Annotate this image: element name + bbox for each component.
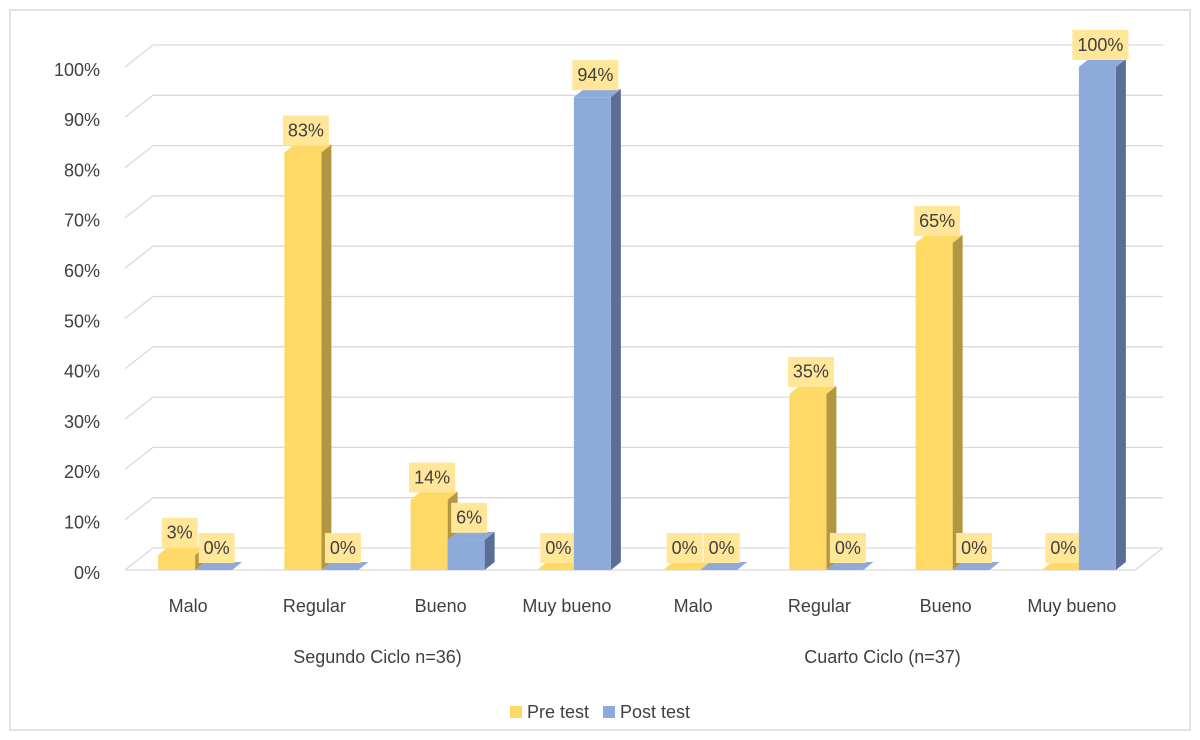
bar (284, 152, 322, 570)
bar-top (447, 531, 495, 540)
grid-line (124, 245, 1163, 269)
data-label-background (198, 533, 235, 563)
bar-side (826, 385, 837, 570)
legend-swatch (510, 706, 522, 718)
data-label-background (540, 533, 577, 563)
bar (410, 499, 448, 570)
y-tick-label: 40% (64, 362, 100, 382)
bar-top (1078, 59, 1126, 67)
data-label-background (914, 206, 961, 237)
bar-top (915, 235, 963, 244)
grid-line (124, 44, 1163, 68)
data-label-background (324, 533, 361, 563)
bar-side (1115, 59, 1126, 570)
bar-side (484, 531, 495, 570)
data-label: 6% (456, 508, 482, 528)
group-label: Cuarto Ciclo (n=37) (804, 647, 961, 667)
legend-label: Pre test (527, 702, 589, 722)
bar-side (321, 144, 332, 570)
x-tick-label: Regular (283, 596, 346, 616)
data-label: 100% (1077, 35, 1123, 55)
y-tick-label: 90% (64, 110, 100, 130)
bar-top (663, 562, 711, 570)
bar-side (610, 89, 621, 571)
bar-top (1041, 562, 1089, 570)
x-tick-label: Bueno (415, 596, 467, 616)
data-label-background (572, 60, 619, 91)
bar (158, 554, 196, 570)
data-label: 3% (167, 523, 193, 543)
grid-line (124, 295, 1163, 320)
legend-swatch (603, 706, 616, 718)
data-label: 0% (961, 538, 987, 558)
data-label-background (787, 356, 834, 387)
bar-top (284, 144, 332, 153)
data-label-background (451, 502, 488, 533)
bar-top (573, 89, 621, 98)
y-tick-label: 0% (74, 563, 100, 583)
x-tick-label: Malo (169, 596, 208, 616)
data-label: 83% (288, 120, 324, 140)
bar (447, 539, 485, 570)
bar-top (158, 546, 206, 555)
bar-top (952, 562, 1000, 570)
y-tick-label: 30% (64, 412, 100, 432)
x-tick-label: Muy bueno (1027, 596, 1116, 616)
data-label: 35% (793, 362, 829, 382)
bar-top (410, 491, 458, 500)
bar-top (321, 562, 369, 570)
x-tick-label: Malo (674, 596, 713, 616)
group-label: Segundo Ciclo n=36) (293, 647, 462, 667)
grid-line (124, 195, 1163, 219)
data-label-background (282, 115, 329, 146)
bar-top (700, 562, 748, 570)
bar (789, 393, 827, 570)
y-tick-label: 20% (64, 462, 100, 482)
bar (573, 97, 611, 571)
floor-edge (1134, 547, 1164, 571)
x-tick-label: Bueno (920, 596, 972, 616)
data-label: 0% (835, 538, 861, 558)
grid-line (124, 144, 1163, 169)
bar (915, 243, 953, 571)
bar-side (952, 235, 963, 571)
legend-label: Post test (620, 702, 690, 722)
data-label-background (956, 533, 993, 563)
data-label: 65% (919, 211, 955, 231)
grid-line (124, 94, 1163, 118)
data-label: 94% (577, 65, 613, 85)
data-label-background (161, 517, 198, 548)
bar-top (826, 562, 874, 570)
y-tick-label: 100% (54, 60, 100, 80)
y-tick-label: 60% (64, 261, 100, 281)
data-label: 0% (204, 538, 230, 558)
data-label-background (829, 533, 866, 563)
data-label: 0% (330, 538, 356, 558)
y-tick-label: 50% (64, 311, 100, 331)
y-tick-label: 70% (64, 211, 100, 231)
y-tick-label: 10% (64, 512, 100, 532)
data-label: 14% (414, 467, 450, 487)
data-label-background (703, 533, 740, 563)
bar-top (195, 562, 243, 570)
y-tick-label: 80% (64, 160, 100, 180)
bar (1078, 67, 1116, 570)
bar-top (536, 562, 584, 570)
data-label-background (409, 462, 456, 493)
data-label: 0% (545, 538, 571, 558)
grid-line (124, 346, 1163, 370)
data-label-background (666, 533, 703, 563)
x-tick-label: Muy bueno (522, 596, 611, 616)
x-tick-label: Regular (788, 596, 851, 616)
data-label-background (1072, 30, 1129, 60)
data-label: 0% (709, 538, 735, 558)
data-label: 0% (672, 538, 698, 558)
data-label-background (1045, 533, 1082, 563)
bar-top (789, 385, 837, 394)
data-label: 0% (1050, 538, 1076, 558)
